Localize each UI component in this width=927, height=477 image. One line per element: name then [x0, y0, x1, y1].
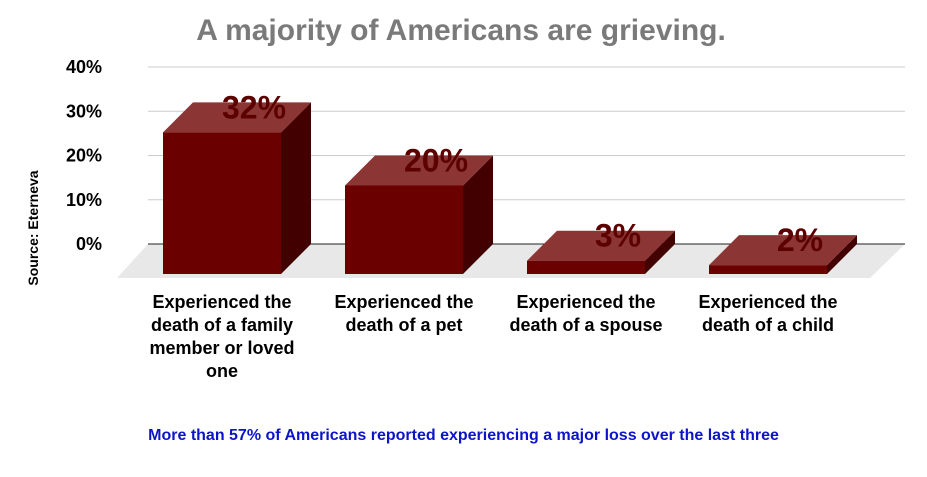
data-label: 20%: [404, 143, 468, 179]
bar-top: [527, 230, 675, 261]
bar-top: [345, 155, 493, 186]
bar: [709, 235, 857, 274]
data-label: 32%: [222, 89, 286, 125]
bar-side: [827, 235, 857, 274]
bar-front: [163, 132, 281, 274]
chart-floor: [117, 244, 905, 278]
x-category-label: Experienced the death of a family member…: [149, 292, 295, 381]
y-tick-label: 20%: [66, 146, 102, 166]
bar-top: [163, 102, 311, 133]
bar-front: [345, 185, 463, 274]
y-tick-label: 0%: [76, 234, 102, 254]
data-label: 3%: [595, 218, 641, 254]
x-category-label: Experienced the death of a pet: [334, 292, 474, 335]
bar: [163, 102, 311, 275]
bar: [345, 155, 493, 274]
bars: [163, 102, 857, 275]
y-tick-label: 40%: [66, 57, 102, 77]
data-label: 2%: [777, 222, 823, 258]
x-category-label: Experienced the death of a spouse: [509, 292, 663, 335]
y-tick-label: 10%: [66, 190, 102, 210]
x-category-label: Experienced the death of a child: [698, 292, 838, 335]
y-axis-ticks: 0% 10% 20% 30% 40%: [66, 57, 102, 254]
bar-top: [709, 235, 857, 266]
y-axis-label: Source: Eterneva: [25, 170, 41, 285]
bar-front: [527, 260, 645, 274]
bar-front: [709, 265, 827, 274]
bar-side: [645, 230, 675, 274]
bar: [527, 230, 675, 274]
floor-plane: [117, 244, 905, 278]
bar-side: [281, 102, 311, 275]
y-tick-label: 30%: [66, 101, 102, 121]
footnote: More than 57% of Americans reported expe…: [148, 427, 779, 444]
data-labels: 32% 20% 3% 2%: [222, 89, 823, 258]
bar-side: [463, 155, 493, 274]
chart-title: A majority of Americans are grieving.: [196, 14, 726, 47]
